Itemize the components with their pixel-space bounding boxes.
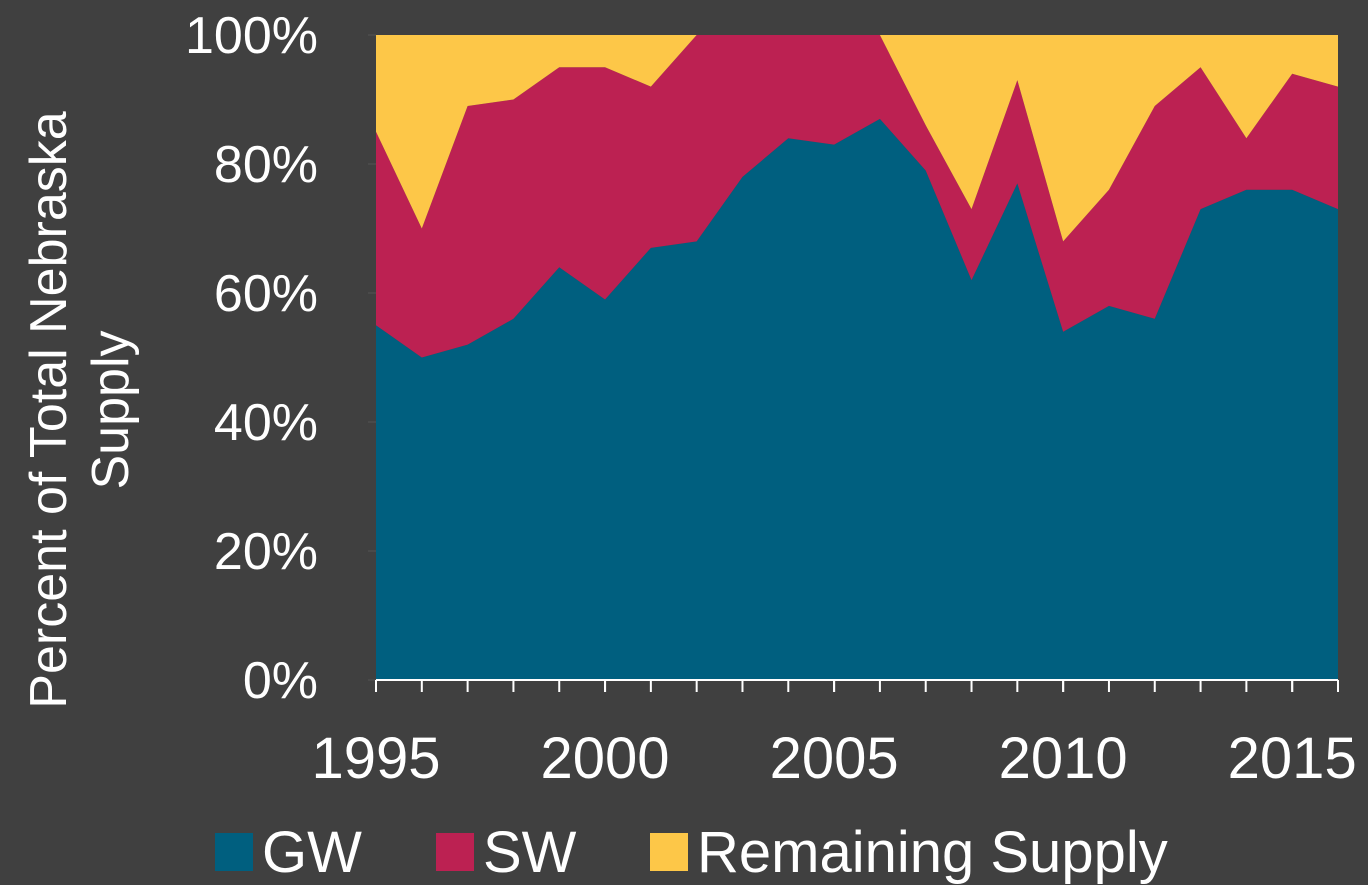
y-tick-label: 40% [214, 394, 318, 452]
legend-label: Remaining Supply [697, 820, 1168, 885]
y-tick-label: 80% [214, 136, 318, 194]
area [376, 35, 1338, 358]
y-tick-label: 60% [214, 265, 318, 323]
x-tick-label: 2000 [541, 726, 670, 791]
area [376, 35, 1338, 242]
x-tick-label: 2015 [1228, 726, 1357, 791]
y-tick-label: 0% [243, 652, 318, 710]
y-axis-label: Percent of Total Nebraska Supply [20, 111, 140, 709]
x-tick-label: 2010 [999, 726, 1128, 791]
area [376, 118, 1338, 681]
legend-label: GW [262, 820, 362, 885]
x-tick-label: 1995 [311, 726, 440, 791]
legend-swatch [650, 833, 688, 871]
legend-swatch [215, 833, 253, 871]
y-tick-label: 20% [214, 523, 318, 581]
x-tick-label: 2005 [770, 726, 899, 791]
y-tick-label: 100% [185, 7, 318, 65]
legend-swatch [436, 833, 474, 871]
legend-label: SW [483, 820, 577, 885]
